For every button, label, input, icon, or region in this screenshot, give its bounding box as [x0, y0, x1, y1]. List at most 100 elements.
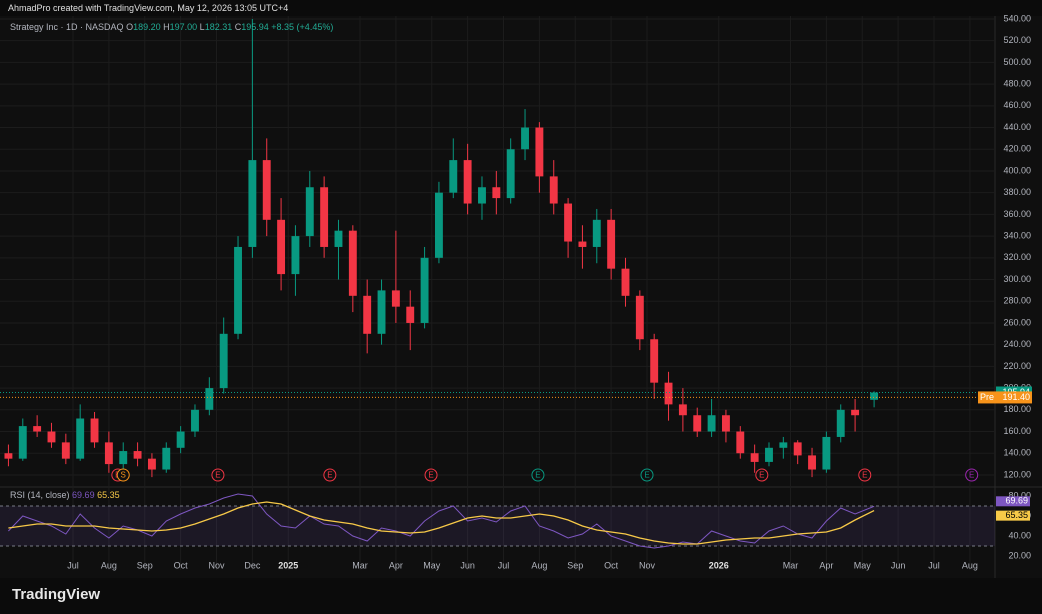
- event-label: E: [327, 471, 332, 480]
- event-label: E: [969, 471, 974, 480]
- candle-body: [234, 246, 242, 334]
- candle-body: [18, 426, 27, 459]
- candle-body: [621, 268, 630, 296]
- y-tick-label: 480.00: [1003, 78, 1031, 88]
- x-tick-label: 2026: [709, 560, 729, 570]
- x-tick-label: May: [854, 560, 872, 570]
- rsi-value-box: [996, 496, 1030, 507]
- rsi-value-label: 65.35: [1005, 510, 1028, 520]
- event-marker: [424, 468, 438, 482]
- y-tick-label: 520.00: [1003, 35, 1031, 45]
- x-tick-label: Aug: [101, 560, 117, 570]
- candle-body: [793, 442, 802, 456]
- rsi-legend: RSI (14, close) 69.69 65.35: [10, 490, 120, 500]
- candle-body: [535, 127, 544, 177]
- rsi-line: [8, 493, 875, 549]
- x-tick-label: May: [423, 560, 441, 570]
- event-label: E: [428, 471, 433, 480]
- y-tick-label: 360.00: [1003, 209, 1031, 219]
- field-key: H: [163, 22, 170, 32]
- candle-body: [635, 295, 644, 340]
- event-marker: [640, 468, 654, 482]
- candle-body: [205, 388, 214, 410]
- candle-body: [391, 290, 400, 307]
- rsi-value: 69.69: [72, 490, 95, 500]
- candle-body: [119, 451, 128, 465]
- candle-body: [434, 192, 443, 258]
- candle-body: [607, 219, 616, 269]
- x-tick-label: Mar: [352, 560, 368, 570]
- candle-body: [420, 257, 429, 323]
- y-tick-label: 280.00: [1003, 296, 1031, 306]
- ohlc-fields: O189.20 H197.00 L182.31 C195.94: [126, 22, 271, 32]
- candle-body: [449, 160, 458, 193]
- candle-body: [291, 236, 300, 275]
- x-tick-label: Jul: [498, 560, 510, 570]
- x-tick-label: Jun: [891, 560, 906, 570]
- x-tick-label: Apr: [389, 560, 403, 570]
- candle-body: [262, 160, 271, 220]
- candle-body: [334, 230, 343, 247]
- event-marker: [755, 468, 769, 482]
- field-key: C: [234, 22, 242, 32]
- candle-body: [693, 415, 702, 432]
- candle-body: [76, 418, 85, 459]
- pre-market-name: Pre: [980, 392, 994, 402]
- candle-body: [851, 409, 860, 416]
- rsi-value-box: [996, 510, 1030, 521]
- pre-market-label: 191.40: [1002, 392, 1030, 402]
- candle-body: [47, 431, 56, 443]
- legend: Strategy Inc · 1D · NASDAQ O189.20 H197.…: [10, 22, 333, 32]
- y-tick-label: 540.00: [1003, 13, 1031, 23]
- x-tick-label: Mar: [783, 560, 799, 570]
- candle-body: [750, 453, 759, 462]
- symbol: Strategy Inc · 1D · NASDAQ: [10, 22, 124, 32]
- x-tick-label: Aug: [531, 560, 547, 570]
- y-tick-label: 260.00: [1003, 317, 1031, 327]
- pre-market-tag: [978, 391, 996, 404]
- chart-background: [0, 16, 1042, 578]
- candle-body: [162, 447, 171, 470]
- candle-body: [61, 442, 70, 459]
- candle-body: [33, 426, 42, 432]
- x-tick-label: Nov: [208, 560, 225, 570]
- y-tick-label: 320.00: [1003, 252, 1031, 262]
- candle-body: [363, 295, 372, 334]
- field-value: 182.31: [204, 22, 233, 32]
- candle-body: [779, 442, 788, 448]
- event-marker: [211, 468, 225, 482]
- candle-body: [578, 241, 587, 247]
- y-tick-label: 420.00: [1003, 144, 1031, 154]
- candle-body: [822, 436, 831, 470]
- y-tick-label: 380.00: [1003, 187, 1031, 197]
- x-tick-label: 2025: [278, 560, 298, 570]
- y-tick-label: 220.00: [1003, 361, 1031, 371]
- y-tick-label: 460.00: [1003, 100, 1031, 110]
- candle-body: [592, 219, 601, 247]
- y-tick-label: 340.00: [1003, 230, 1031, 240]
- candle-body: [147, 458, 156, 470]
- candle-body: [521, 127, 529, 150]
- rsi-value-label: 69.69: [1005, 496, 1028, 506]
- rsi-band: [0, 506, 995, 546]
- y-tick-label: 160.00: [1003, 426, 1031, 436]
- candle-body: [721, 415, 730, 432]
- y-tick-label: 500.00: [1003, 57, 1031, 67]
- x-tick-label: Oct: [174, 560, 189, 570]
- candle-body: [836, 409, 845, 437]
- field-value: 195.94: [241, 22, 269, 32]
- y-tick-label: 80.00: [1008, 490, 1031, 500]
- field-value: 197.00: [169, 22, 198, 32]
- event-label: E: [759, 471, 764, 480]
- candle-body: [765, 447, 773, 462]
- candle-body: [506, 149, 515, 199]
- y-tick-label: 240.00: [1003, 339, 1031, 349]
- logo[interactable]: TradingView: [12, 586, 101, 603]
- x-tick-label: Oct: [604, 560, 619, 570]
- event-label: E: [215, 471, 220, 480]
- x-tick-label: Jul: [928, 560, 940, 570]
- y-tick-label: 440.00: [1003, 122, 1031, 132]
- y-tick-label: 400.00: [1003, 165, 1031, 175]
